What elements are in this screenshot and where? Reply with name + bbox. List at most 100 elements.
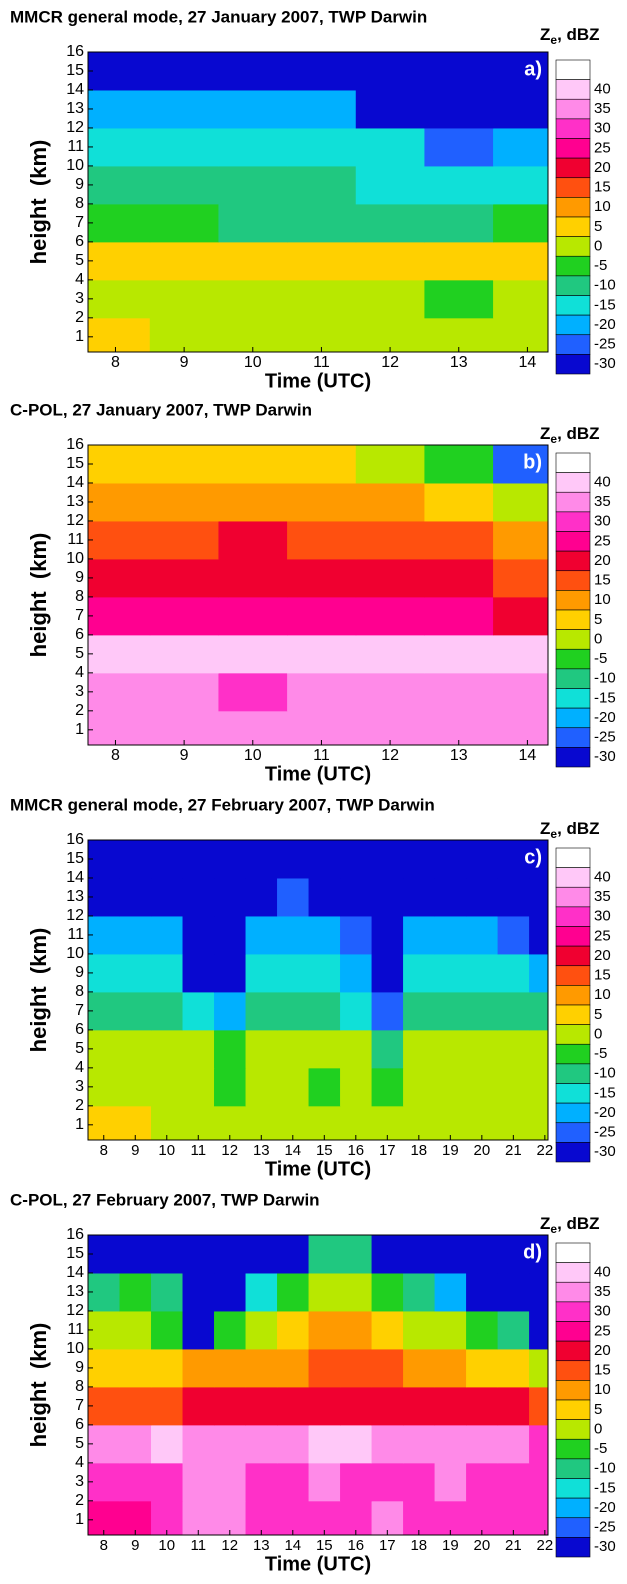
heatmap-cell	[371, 1105, 404, 1140]
colorbar-label: -25	[594, 336, 616, 353]
heatmap-cell	[218, 672, 288, 712]
heatmap-cell	[287, 634, 357, 674]
colorbar-label: -15	[594, 689, 616, 706]
heatmap-cell	[277, 1462, 310, 1502]
heatmap-cell	[214, 953, 247, 993]
heatmap-cell	[151, 1386, 184, 1426]
heatmap-cell	[497, 953, 530, 993]
colorbar-top	[555, 59, 591, 80]
colorbar-swatch	[555, 1063, 591, 1084]
panel-label: b)	[523, 451, 542, 473]
heatmap-cell	[119, 915, 152, 955]
heatmap-cell	[308, 1105, 341, 1140]
heatmap-cell	[403, 877, 436, 917]
heatmap-cell	[371, 915, 404, 955]
heatmap-cell	[493, 279, 548, 319]
x-axis-label: Time (UTC)	[265, 1158, 371, 1180]
colorbar-unit: , dBZ	[557, 25, 600, 44]
colorbar-title: Ze, dBZ	[540, 424, 600, 446]
heatmap-cell	[214, 840, 247, 879]
heatmap-cell	[277, 1348, 310, 1388]
colorbar-swatch	[555, 1399, 591, 1420]
colorbar-swatch	[555, 906, 591, 927]
colorbar-unit: , dBZ	[557, 424, 600, 443]
colorbar-label: 10	[594, 986, 611, 1003]
y-tick-label: 11	[67, 926, 84, 943]
heatmap-cell	[88, 127, 151, 167]
heatmap-cell	[88, 241, 151, 281]
colorbar-label: -30	[594, 748, 616, 765]
x-tick-label: 8	[111, 747, 120, 764]
colorbar-top	[555, 452, 591, 473]
y-tick-label: 4	[75, 1454, 84, 1471]
heatmap-cell	[245, 1386, 278, 1426]
colorbar-label: 20	[594, 1342, 611, 1359]
heatmap-cell	[277, 1424, 310, 1464]
colorbar-label: -20	[594, 1499, 616, 1516]
heatmap-cell	[287, 445, 357, 484]
colorbar-swatch	[555, 177, 591, 198]
heatmap-cell	[529, 1348, 548, 1388]
x-tick-label: 19	[442, 1537, 459, 1554]
heatmap-cell	[149, 165, 219, 205]
heatmap-cell	[119, 953, 152, 993]
heatmap-cell	[308, 1424, 341, 1464]
heatmap-cell	[403, 1029, 436, 1069]
panel-label: a)	[524, 58, 542, 80]
heatmap-cell	[119, 1029, 152, 1069]
colorbar-label: 15	[594, 1362, 611, 1379]
heatmap-cells	[88, 1235, 548, 1535]
heatmap-cell	[88, 1272, 121, 1312]
colorbar-label: -30	[594, 1143, 616, 1160]
heatmap-cell	[371, 991, 404, 1031]
heatmap-cell	[371, 1424, 404, 1464]
heatmap-cell	[151, 1029, 184, 1069]
y-tick-label: 12	[66, 1302, 84, 1319]
heatmap-cell	[424, 482, 494, 522]
heatmap-cell	[245, 1348, 278, 1388]
heatmap-cell	[182, 877, 215, 917]
heatmap-cell	[355, 672, 425, 712]
heatmap-cell	[434, 1348, 467, 1388]
heatmap-cell	[245, 1424, 278, 1464]
heatmap-cell	[119, 840, 152, 879]
heatmap-cell	[88, 1029, 121, 1069]
x-tick-label: 22	[537, 1537, 554, 1554]
heatmap-cell	[403, 1348, 436, 1388]
colorbar-swatch	[555, 1517, 591, 1538]
heatmap-cell	[493, 710, 548, 745]
heatmap-cell	[287, 672, 357, 712]
y-tick-label: 14	[66, 81, 84, 98]
colorbar-swatch	[555, 1122, 591, 1143]
colorbar-top	[555, 847, 591, 868]
y-tick-label: 5	[75, 252, 84, 269]
y-tick-label: 13	[66, 100, 84, 117]
x-tick-label: 8	[100, 1537, 108, 1554]
heatmap-cell	[403, 840, 436, 879]
colorbar-unit: , dBZ	[557, 819, 600, 838]
colorbar-swatch	[555, 1360, 591, 1381]
colorbar-swatch	[555, 707, 591, 729]
heatmap-cell	[245, 991, 278, 1031]
heatmap-cell	[214, 1386, 247, 1426]
colorbar-swatch	[555, 1340, 591, 1362]
heatmap-cell	[434, 991, 467, 1031]
y-tick-label: 1	[75, 328, 84, 345]
x-tick-label: 17	[379, 1537, 396, 1554]
colorbar-swatch	[555, 1004, 591, 1025]
heatmap-cell	[151, 1424, 184, 1464]
heatmap-cell	[308, 1067, 341, 1107]
heatmap-cell	[151, 991, 184, 1031]
y-tick-label: 11	[67, 138, 84, 155]
heatmap-cell	[214, 1272, 247, 1312]
y-tick-label: 8	[75, 195, 84, 212]
heatmap-cell	[245, 953, 278, 993]
colorbar-swatch	[555, 1380, 591, 1401]
heatmap-cell	[497, 915, 530, 955]
colorbar-label: 5	[594, 611, 602, 628]
heatmap-cell	[434, 1235, 467, 1274]
heatmap-cell	[493, 520, 548, 560]
chart-title: C-POL, 27 January 2007, TWP Darwin	[10, 400, 312, 419]
heatmap-cell	[218, 203, 288, 243]
heatmap-cell	[529, 991, 548, 1031]
